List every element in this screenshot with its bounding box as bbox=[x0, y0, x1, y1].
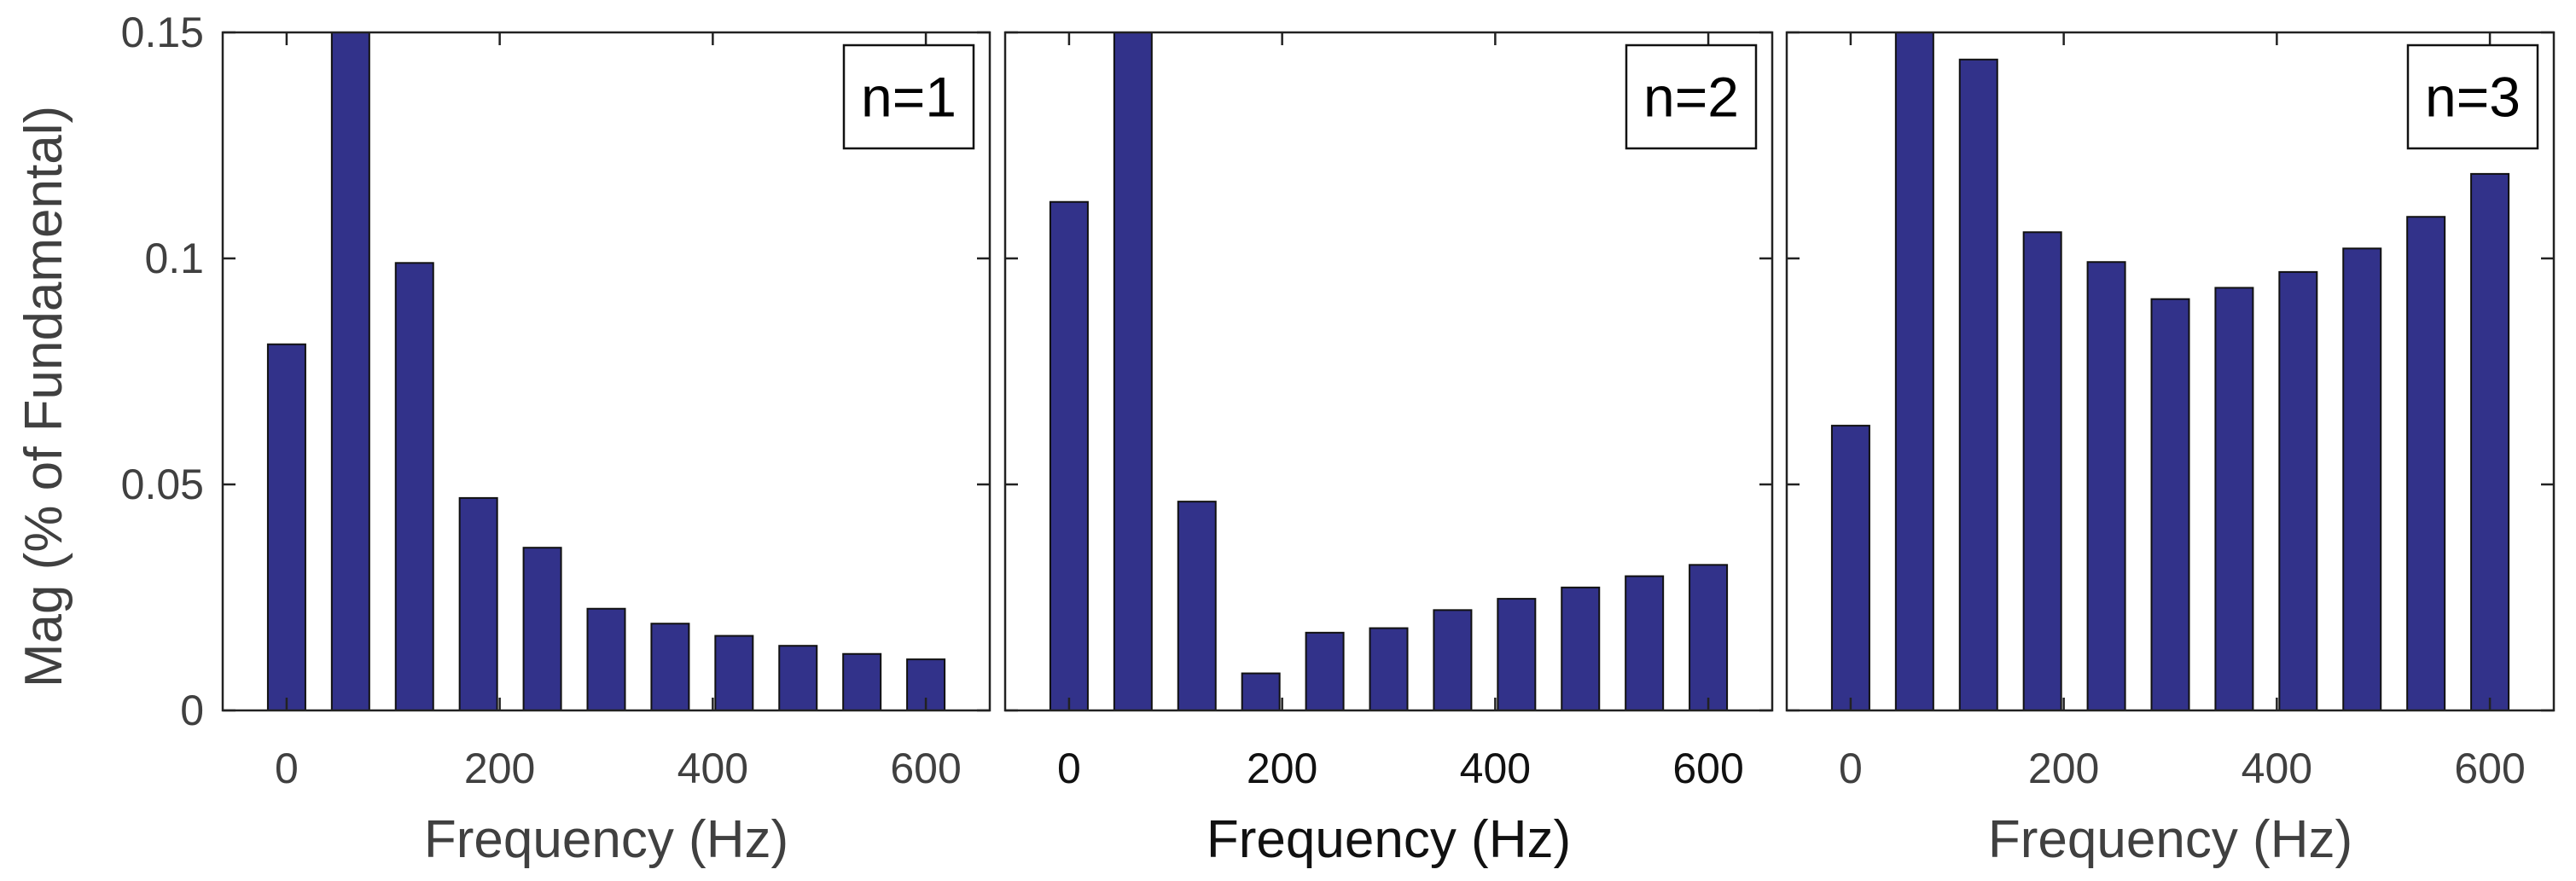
bar-480hz bbox=[2342, 247, 2382, 711]
x-tick-label: 0 bbox=[275, 745, 299, 792]
bar-0hz bbox=[266, 343, 306, 711]
bar-600hz bbox=[1689, 564, 1729, 712]
x-tick-label: 400 bbox=[677, 745, 748, 792]
bar-540hz bbox=[2406, 216, 2446, 712]
bar-120hz bbox=[1177, 501, 1217, 712]
x-tick-label: 400 bbox=[1460, 745, 1531, 792]
y-axis-label: Mag (% of Fundamental) bbox=[15, 106, 73, 687]
x-tick-label: 0 bbox=[1057, 745, 1081, 792]
legend: n=1 bbox=[842, 43, 975, 150]
chart-panel-3: 0 200 400 600 Frequency (Hz) n=3 bbox=[1785, 31, 2556, 869]
bar-600hz bbox=[2470, 172, 2510, 711]
bar-180hz bbox=[2022, 231, 2062, 711]
bar-360hz bbox=[1433, 609, 1473, 712]
bar-240hz bbox=[2086, 261, 2126, 711]
x-tick-label: 0 bbox=[1839, 745, 1863, 792]
bar-480hz bbox=[1561, 586, 1601, 712]
bar-60hz bbox=[1894, 32, 1934, 711]
bar-60hz bbox=[330, 32, 370, 711]
y-tick-label: 0 bbox=[180, 687, 204, 734]
x-tick-label: 200 bbox=[464, 745, 535, 792]
bar-240hz bbox=[1305, 631, 1345, 712]
bar-540hz bbox=[842, 652, 882, 711]
bar-540hz bbox=[1625, 575, 1665, 712]
bar-300hz bbox=[586, 607, 626, 711]
legend-box bbox=[1625, 43, 1758, 150]
legend: n=3 bbox=[2406, 43, 2539, 150]
bar-60hz bbox=[1113, 32, 1153, 711]
bar-420hz bbox=[2278, 270, 2318, 711]
x-axis-label: Frequency (Hz) bbox=[1988, 810, 2352, 869]
legend-label: n=1 bbox=[861, 66, 957, 129]
bar-300hz bbox=[1369, 627, 1409, 711]
bar-0hz bbox=[1049, 200, 1089, 711]
bar-360hz bbox=[650, 623, 690, 711]
bar-0hz bbox=[1830, 425, 1870, 711]
x-axis-label: Frequency (Hz) bbox=[424, 810, 788, 869]
bar-180hz bbox=[1241, 672, 1281, 711]
plot-frame bbox=[1003, 31, 1774, 712]
x-tick-label: 200 bbox=[1247, 745, 1317, 792]
y-tick-label: 0.05 bbox=[121, 461, 204, 508]
bar-120hz bbox=[394, 262, 434, 711]
bar-120hz bbox=[1958, 58, 1998, 712]
bar-360hz bbox=[2214, 287, 2254, 711]
plot-frame bbox=[1785, 31, 2556, 712]
bar-300hz bbox=[2150, 298, 2190, 711]
chart-panel-1: 0 0.05 0.1 0.15 0 200 400 600 Frequency (Hz) n=1 bbox=[121, 9, 991, 869]
x-tick-label: 600 bbox=[2454, 745, 2525, 792]
chart-panel-2: 0 200 400 600 Frequency (Hz) n=2 bbox=[1003, 31, 1774, 869]
bar-420hz bbox=[714, 635, 754, 711]
x-tick-label: 400 bbox=[2242, 745, 2312, 792]
bar-180hz bbox=[458, 496, 498, 712]
bar-240hz bbox=[522, 547, 562, 712]
legend-label: n=2 bbox=[1643, 66, 1739, 129]
x-tick-label: 600 bbox=[1672, 745, 1743, 792]
y-tick-label: 0.15 bbox=[121, 9, 204, 56]
y-tick-label: 0.1 bbox=[144, 235, 204, 282]
x-axis-label: Frequency (Hz) bbox=[1207, 810, 1571, 869]
legend: n=2 bbox=[1625, 43, 1758, 150]
legend-box bbox=[842, 43, 975, 150]
legend-label: n=3 bbox=[2425, 66, 2521, 129]
bar-420hz bbox=[1497, 598, 1537, 712]
bar-480hz bbox=[778, 645, 818, 712]
x-tick-label: 600 bbox=[890, 745, 961, 792]
x-tick-label: 200 bbox=[2028, 745, 2099, 792]
legend-box bbox=[2406, 43, 2539, 150]
plot-frame bbox=[221, 31, 991, 712]
